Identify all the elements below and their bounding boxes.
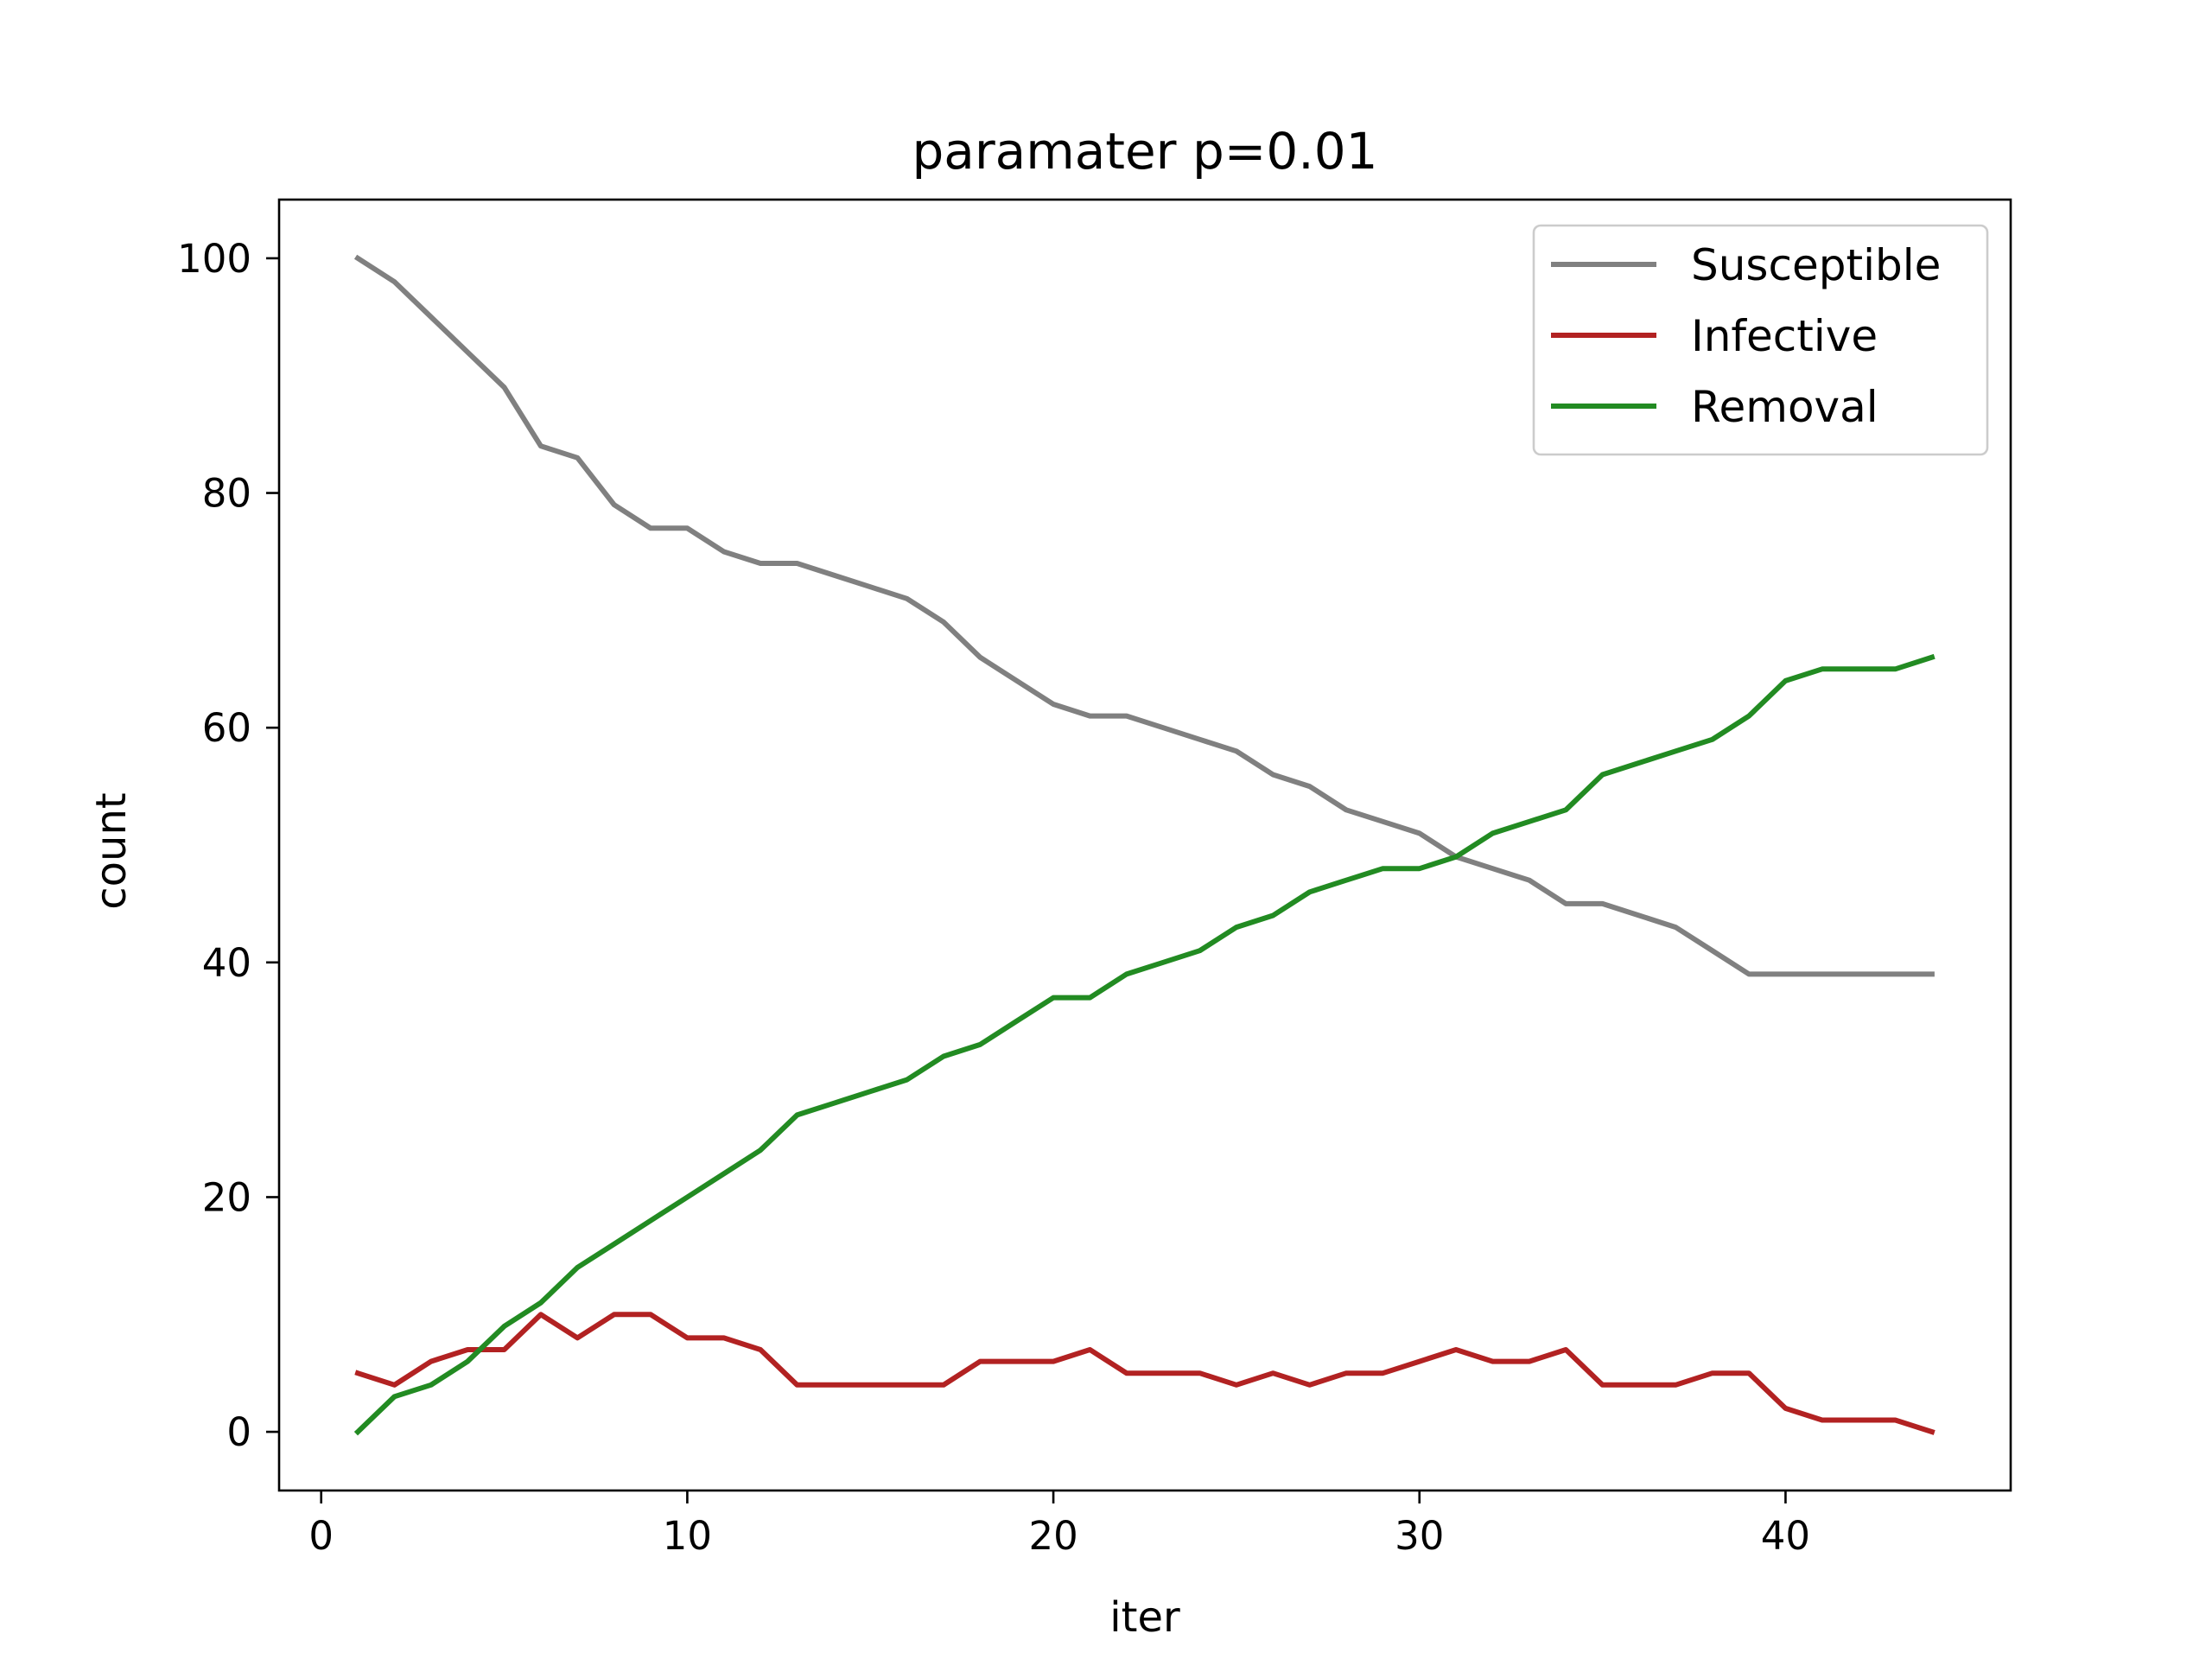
x-tick-label: 10 xyxy=(663,1513,712,1559)
y-axis-title: count xyxy=(87,792,136,909)
legend-label-infective: Infective xyxy=(1691,311,1878,361)
series-line-removal xyxy=(353,653,1936,1436)
y-tick-label: 80 xyxy=(202,471,251,517)
y-tick-label: 100 xyxy=(177,236,251,282)
series-line-susceptible xyxy=(353,254,1935,977)
legend-label-removal: Removal xyxy=(1691,382,1878,432)
plot-area: 0 10 20 30 40 0 20 40 60 80 100 Susceptible Infectiv… xyxy=(177,198,2012,1559)
x-axis-title: iter xyxy=(1109,1593,1180,1642)
x-tick-label: 20 xyxy=(1028,1513,1077,1559)
y-tick-label: 0 xyxy=(226,1409,251,1455)
y-tick-label: 40 xyxy=(202,940,251,986)
legend-box xyxy=(1532,224,1989,456)
chart-title: paramater p=0.01 xyxy=(912,122,1377,181)
y-tick-label: 60 xyxy=(202,705,251,751)
x-tick-label: 40 xyxy=(1761,1513,1810,1559)
x-tick-label: 30 xyxy=(1395,1513,1444,1559)
legend-label-susceptible: Susceptible xyxy=(1691,240,1941,290)
axes-frame xyxy=(277,198,2012,1492)
x-tick-label: 0 xyxy=(308,1513,334,1559)
series-line-infective xyxy=(354,1312,1936,1435)
y-tick-label: 20 xyxy=(202,1174,251,1220)
